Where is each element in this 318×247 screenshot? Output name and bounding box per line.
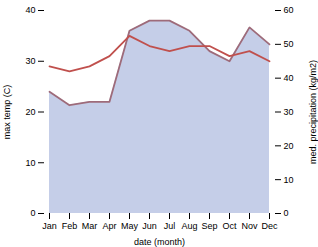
svg-text:50: 50 xyxy=(284,39,294,49)
svg-text:Apr: Apr xyxy=(102,221,116,231)
svg-text:30: 30 xyxy=(25,56,35,66)
svg-text:Oct: Oct xyxy=(222,221,237,231)
svg-text:30: 30 xyxy=(284,107,294,117)
svg-text:date (month): date (month) xyxy=(134,237,185,247)
svg-text:Jan: Jan xyxy=(42,221,57,231)
svg-text:60: 60 xyxy=(284,5,294,15)
svg-text:20: 20 xyxy=(25,107,35,117)
svg-text:Aug: Aug xyxy=(181,221,197,231)
svg-text:Jun: Jun xyxy=(142,221,157,231)
svg-text:Sep: Sep xyxy=(201,221,217,231)
svg-text:0: 0 xyxy=(284,208,289,218)
svg-text:0: 0 xyxy=(30,208,35,218)
svg-text:Feb: Feb xyxy=(62,221,78,231)
svg-text:Dec: Dec xyxy=(261,221,278,231)
svg-text:Jul: Jul xyxy=(164,221,176,231)
svg-text:Mar: Mar xyxy=(82,221,98,231)
svg-text:med. precipitation (kg/m2): med. precipitation (kg/m2) xyxy=(308,60,318,164)
svg-text:40: 40 xyxy=(25,5,35,15)
svg-text:Nov: Nov xyxy=(241,221,258,231)
svg-text:10: 10 xyxy=(25,158,35,168)
svg-text:40: 40 xyxy=(284,73,294,83)
svg-text:May: May xyxy=(121,221,139,231)
svg-text:max temp (C): max temp (C) xyxy=(2,85,12,140)
svg-text:20: 20 xyxy=(284,141,294,151)
svg-text:10: 10 xyxy=(284,175,294,185)
